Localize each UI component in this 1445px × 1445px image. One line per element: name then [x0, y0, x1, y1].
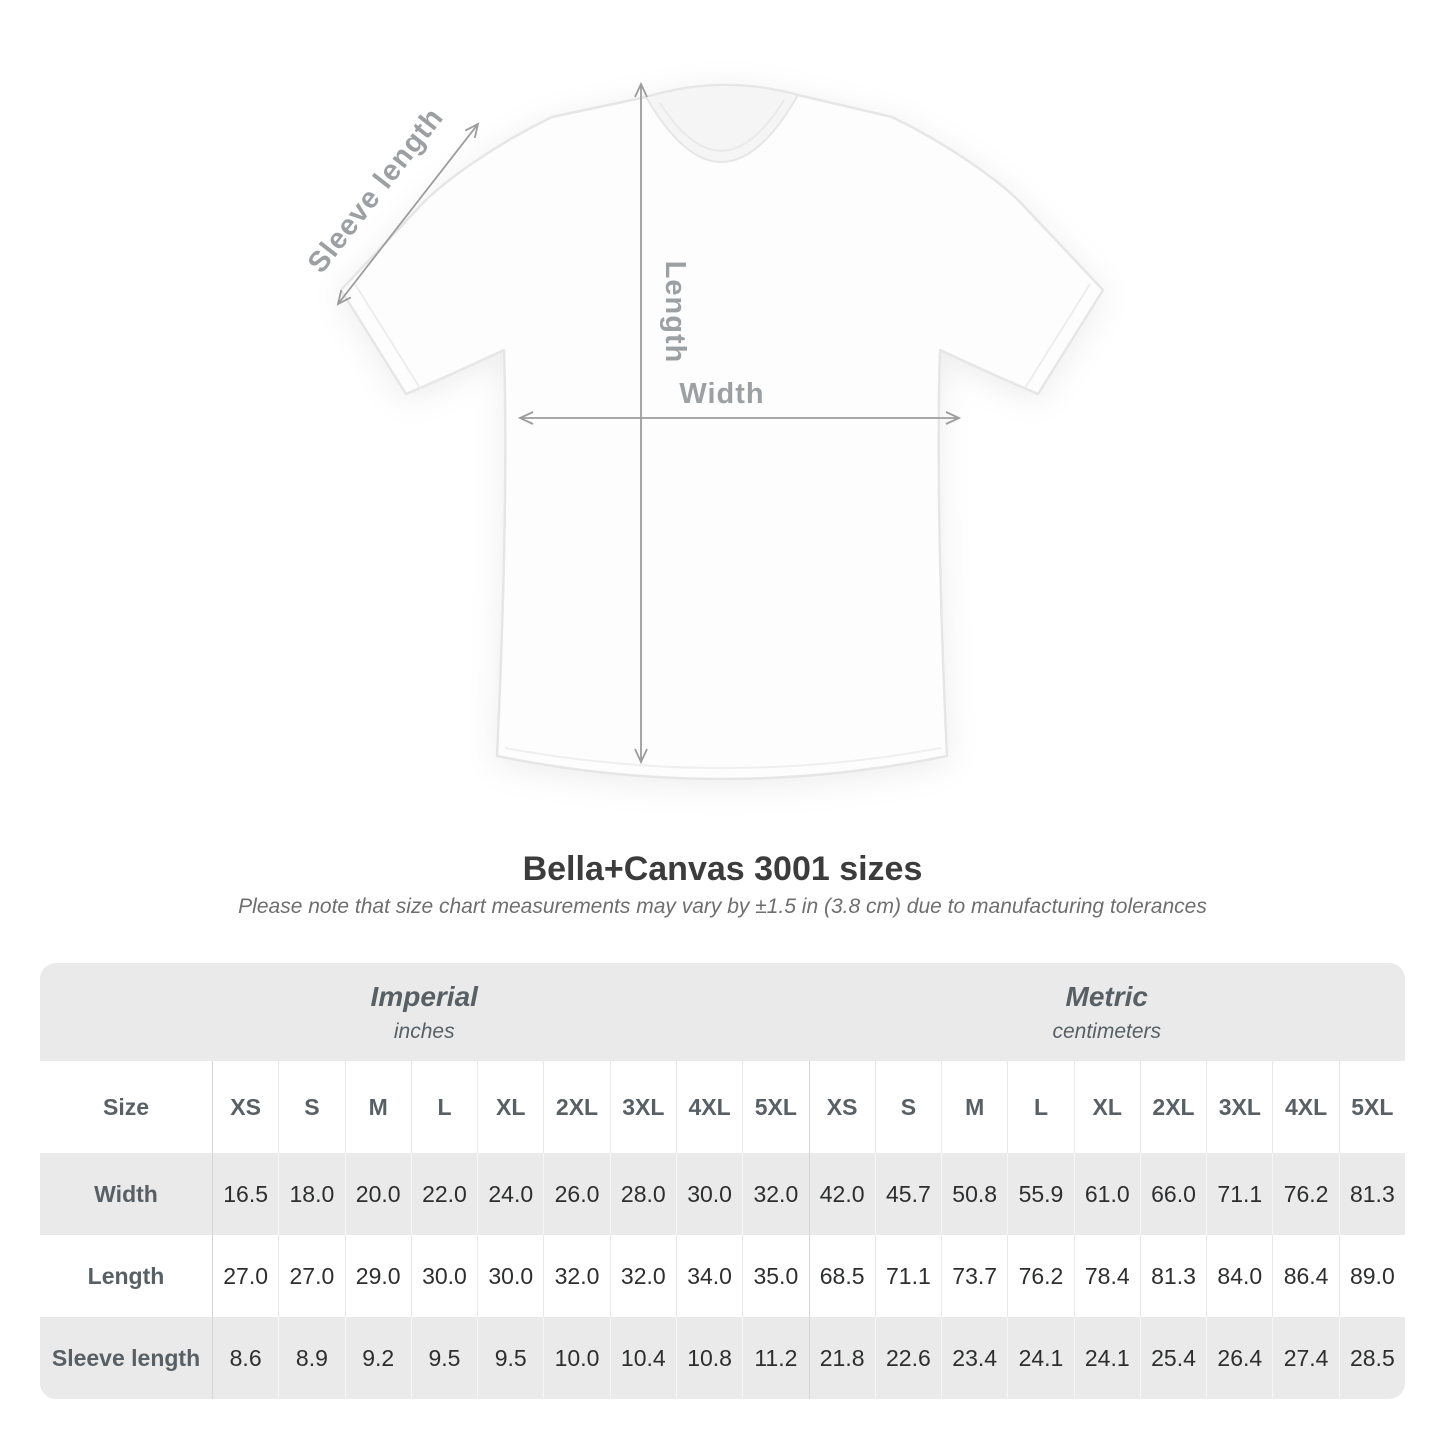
cell-width-imperial-5xl: 32.0 [742, 1153, 809, 1235]
metric-group-label: Metric [1065, 980, 1148, 1012]
cell-width-imperial-l: 22.0 [410, 1153, 478, 1235]
cell-sleeve-length-imperial-xs: 8.6 [212, 1317, 279, 1399]
cell-sleeve-length-imperial-4xl: 10.8 [675, 1317, 743, 1399]
cell-length-metric-3xl: 84.0 [1206, 1235, 1273, 1317]
cell-sleeve-length-imperial-m: 9.2 [344, 1317, 411, 1399]
cell-width-imperial-2xl: 26.0 [543, 1153, 610, 1235]
cell-sleeve-length-metric-2xl: 25.4 [1139, 1317, 1207, 1399]
cell-sleeve-length-metric-4xl: 27.4 [1272, 1317, 1339, 1399]
size-header-metric-2xl: 2XL [1139, 1061, 1207, 1153]
cell-width-imperial-4xl: 30.0 [675, 1153, 743, 1235]
cell-sleeve-length-imperial-2xl: 10.0 [543, 1317, 610, 1399]
cell-length-metric-m: 73.7 [941, 1235, 1008, 1317]
size-header-imperial-4xl: 4XL [675, 1061, 743, 1153]
imperial-group-header: Imperial inches [40, 963, 809, 1061]
length-label: Length [659, 261, 691, 364]
cell-width-metric-s: 45.7 [874, 1153, 942, 1235]
width-label: Width [679, 378, 764, 410]
cell-width-metric-m: 50.8 [941, 1153, 1008, 1235]
cell-sleeve-length-metric-m: 23.4 [941, 1317, 1008, 1399]
cell-sleeve-length-metric-s: 22.6 [874, 1317, 942, 1399]
cell-length-imperial-3xl: 32.0 [609, 1235, 676, 1317]
cell-length-imperial-2xl: 32.0 [543, 1235, 610, 1317]
hem-seam [504, 747, 942, 769]
cell-width-imperial-3xl: 28.0 [609, 1153, 676, 1235]
cell-width-metric-xs: 42.0 [808, 1153, 875, 1235]
size-table: Imperial inches Metric centimeters Size XS S M L… [40, 963, 1405, 1399]
cell-length-imperial-s: 27.0 [278, 1235, 345, 1317]
cell-length-metric-4xl: 86.4 [1272, 1235, 1339, 1317]
cell-length-imperial-5xl: 35.0 [742, 1235, 809, 1317]
size-header-imperial-s: S [278, 1061, 345, 1153]
cell-length-metric-xl: 78.4 [1073, 1235, 1140, 1317]
row-label-width: Width [40, 1153, 212, 1235]
size-header-metric-4xl: 4XL [1272, 1061, 1339, 1153]
size-header-metric-xl: XL [1073, 1061, 1140, 1153]
cell-length-metric-2xl: 81.3 [1139, 1235, 1207, 1317]
cell-length-imperial-xl: 30.0 [477, 1235, 544, 1317]
size-header-imperial-m: M [344, 1061, 411, 1153]
cell-width-metric-l: 55.9 [1007, 1153, 1074, 1235]
size-header-metric-m: M [941, 1061, 1008, 1153]
cell-sleeve-length-imperial-xl: 9.5 [477, 1317, 544, 1399]
cell-sleeve-length-metric-5xl: 28.5 [1338, 1317, 1405, 1399]
metric-group-unit: centimeters [1052, 1019, 1162, 1043]
cell-sleeve-length-imperial-5xl: 11.2 [742, 1317, 809, 1399]
collar-seam [659, 99, 785, 152]
metric-group-header: Metric centimeters [808, 963, 1405, 1061]
cell-sleeve-length-imperial-s: 8.9 [278, 1317, 345, 1399]
size-header-metric-xs: XS [808, 1061, 875, 1153]
row-label-sleeve-length: Sleeve length [40, 1317, 212, 1399]
cell-sleeve-length-imperial-l: 9.5 [410, 1317, 478, 1399]
cell-length-metric-s: 71.1 [874, 1235, 942, 1317]
cell-sleeve-length-metric-3xl: 26.4 [1206, 1317, 1273, 1399]
cell-length-imperial-xs: 27.0 [212, 1235, 279, 1317]
cell-sleeve-length-metric-l: 24.1 [1007, 1317, 1074, 1399]
size-header-metric-5xl: 5XL [1338, 1061, 1405, 1153]
size-header-imperial-2xl: 2XL [543, 1061, 610, 1153]
right-cuff-seam [1024, 283, 1091, 389]
neck-opening [644, 83, 800, 163]
cell-length-metric-l: 76.2 [1007, 1235, 1074, 1317]
size-header-imperial-5xl: 5XL [742, 1061, 809, 1153]
cell-width-metric-4xl: 76.2 [1272, 1153, 1339, 1235]
cell-sleeve-length-metric-xs: 21.8 [808, 1317, 875, 1399]
imperial-group-unit: inches [393, 1019, 455, 1043]
size-header-metric-3xl: 3XL [1206, 1061, 1273, 1153]
row-label-length: Length [40, 1235, 212, 1317]
cell-width-metric-3xl: 71.1 [1206, 1153, 1273, 1235]
cell-width-imperial-xs: 16.5 [212, 1153, 279, 1235]
tshirt-illustration [339, 83, 1105, 781]
cell-length-imperial-m: 29.0 [344, 1235, 411, 1317]
size-header-imperial-3xl: 3XL [609, 1061, 676, 1153]
cell-sleeve-length-imperial-3xl: 10.4 [609, 1317, 676, 1399]
page-title: Bella+Canvas 3001 sizes [522, 850, 923, 888]
size-header-metric-s: S [874, 1061, 942, 1153]
cell-width-imperial-m: 20.0 [344, 1153, 411, 1235]
cell-width-metric-2xl: 66.0 [1139, 1153, 1207, 1235]
tshirt-measurement-diagram: Sleeve length Length Width [302, 81, 1105, 781]
size-header-imperial-l: L [410, 1061, 478, 1153]
size-header-imperial-xl: XL [477, 1061, 544, 1153]
tshirt-outline [339, 83, 1105, 781]
size-header-imperial-xs: XS [212, 1061, 279, 1153]
cell-sleeve-length-metric-xl: 24.1 [1073, 1317, 1140, 1399]
size-column-header: Size [40, 1061, 212, 1153]
imperial-group-label: Imperial [370, 980, 478, 1012]
cell-length-metric-5xl: 89.0 [1338, 1235, 1405, 1317]
tshirt-diagram-svg: Sleeve length Length Width [302, 81, 1105, 781]
cell-length-metric-xs: 68.5 [808, 1235, 875, 1317]
size-header-metric-l: L [1007, 1061, 1074, 1153]
cell-width-imperial-xl: 24.0 [477, 1153, 544, 1235]
tolerance-note: Please note that size chart measurements… [238, 895, 1207, 918]
cell-length-imperial-4xl: 34.0 [675, 1235, 743, 1317]
cell-width-imperial-s: 18.0 [278, 1153, 345, 1235]
cell-length-imperial-l: 30.0 [410, 1235, 478, 1317]
cell-width-metric-xl: 61.0 [1073, 1153, 1140, 1235]
sleeve-length-arrow [336, 122, 480, 306]
cell-width-metric-5xl: 81.3 [1338, 1153, 1405, 1235]
